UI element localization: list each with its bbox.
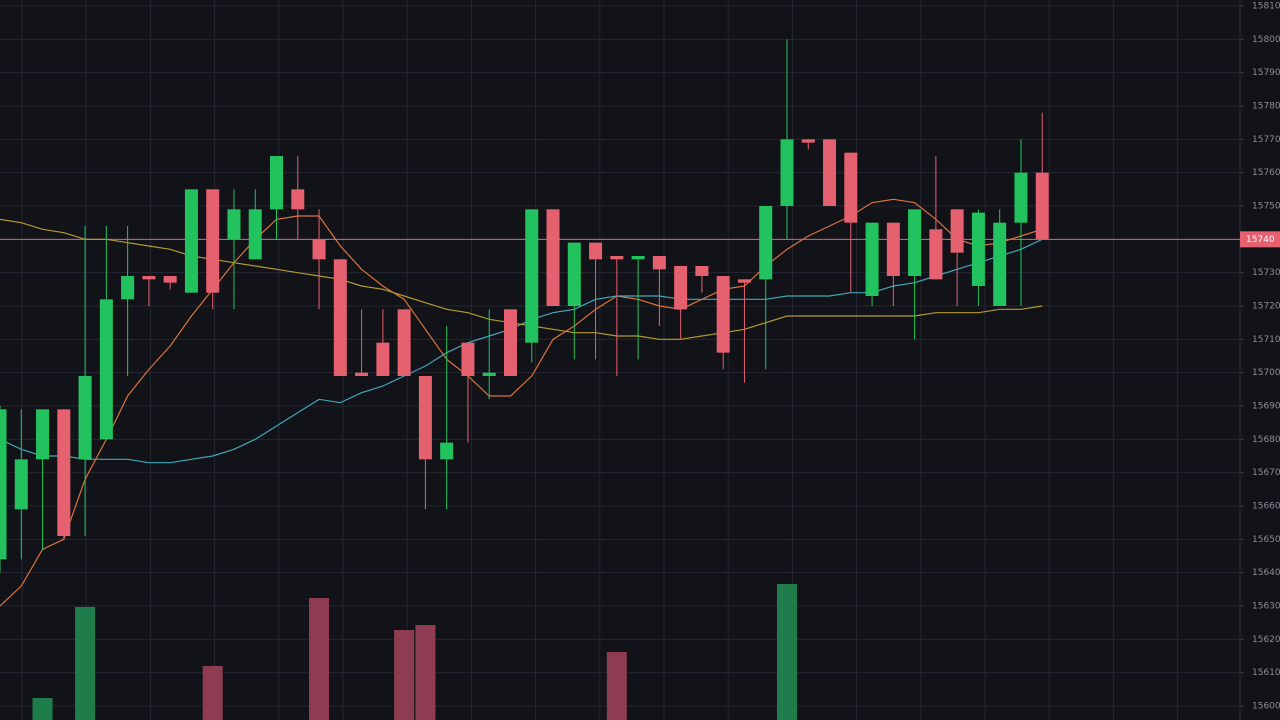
candle-body [546, 209, 560, 306]
y-tick-label: 15790 [1252, 68, 1280, 78]
candle-body [908, 209, 922, 276]
y-tick-label: 15730 [1252, 268, 1280, 278]
y-tick-label: 15650 [1252, 535, 1280, 545]
candle-body [142, 276, 156, 280]
y-tick-label: 15620 [1252, 635, 1280, 645]
candle-body [333, 259, 347, 376]
y-tick-label: 15690 [1252, 402, 1280, 412]
candle-body [57, 409, 71, 536]
y-tick-label: 15800 [1252, 35, 1280, 45]
candle-body [99, 299, 113, 440]
candle-body [865, 222, 879, 296]
candle-body [929, 229, 943, 280]
candle-body [440, 442, 454, 460]
candle-body [121, 276, 135, 300]
candle-body [0, 409, 7, 560]
y-tick-label: 15670 [1252, 468, 1280, 478]
candle-body [589, 242, 603, 260]
volume-bar [32, 698, 53, 720]
candle-body [291, 189, 305, 210]
candle-body [886, 222, 900, 276]
volume-bar [309, 598, 330, 720]
y-tick-label: 15760 [1252, 168, 1280, 178]
candle-body [695, 266, 709, 276]
candle-body [503, 309, 517, 376]
candle-body [737, 279, 751, 283]
candle-body [631, 256, 645, 260]
y-tick-label: 15630 [1252, 602, 1280, 612]
candle-body [163, 276, 177, 283]
y-tick-label: 15600 [1252, 702, 1280, 712]
candle-body [36, 409, 50, 460]
y-tick-label: 15780 [1252, 102, 1280, 112]
volume-bar [394, 630, 415, 720]
candle-body [1035, 172, 1049, 240]
last-price-box [1240, 231, 1280, 248]
candle-body [206, 189, 220, 293]
y-tick-label: 15810 [1252, 2, 1280, 12]
candle-body [312, 239, 326, 260]
candle-body [397, 309, 411, 376]
candle-body [227, 209, 241, 240]
moving-average-line [0, 198, 1043, 607]
candle-body [950, 209, 964, 253]
candle-body [801, 139, 815, 143]
volume-bar [202, 666, 223, 720]
y-tick-label: 15770 [1252, 135, 1280, 145]
candle-body [823, 139, 837, 206]
volume-bar [415, 625, 436, 720]
candle-body [844, 152, 858, 223]
candle-body [993, 222, 1007, 306]
candle-body [716, 276, 730, 353]
candle-body [376, 342, 390, 376]
candle-body [482, 372, 496, 376]
candle-body [78, 376, 92, 460]
candle-body [652, 256, 666, 270]
candle-body [759, 206, 773, 280]
candle-body [525, 209, 539, 343]
y-tick-label: 15720 [1252, 302, 1280, 312]
candle-body [14, 459, 28, 510]
y-tick-label: 15700 [1252, 368, 1280, 378]
volume-bar [606, 652, 627, 720]
candle-body [610, 256, 624, 260]
candle-body [418, 376, 432, 460]
candle-body [971, 212, 985, 286]
candle-body [355, 372, 369, 376]
candle-body [248, 209, 262, 260]
y-tick-label: 15680 [1252, 435, 1280, 445]
candle-body [461, 342, 475, 376]
candle-body [674, 266, 688, 310]
candle-body [270, 156, 284, 210]
candle-body [780, 139, 794, 206]
y-tick-label: 15710 [1252, 335, 1280, 345]
y-tick-label: 15660 [1252, 502, 1280, 512]
candle-body [1014, 172, 1028, 223]
y-tick-label: 15640 [1252, 568, 1280, 578]
volume-bar [75, 607, 96, 720]
moving-average-line [0, 218, 1043, 340]
last-price-label: 15740 [1246, 235, 1275, 245]
candle-body [567, 242, 581, 306]
volume-bar [776, 584, 797, 720]
candle-body [184, 189, 198, 293]
y-tick-label: 15750 [1252, 202, 1280, 212]
y-tick-label: 15610 [1252, 668, 1280, 678]
